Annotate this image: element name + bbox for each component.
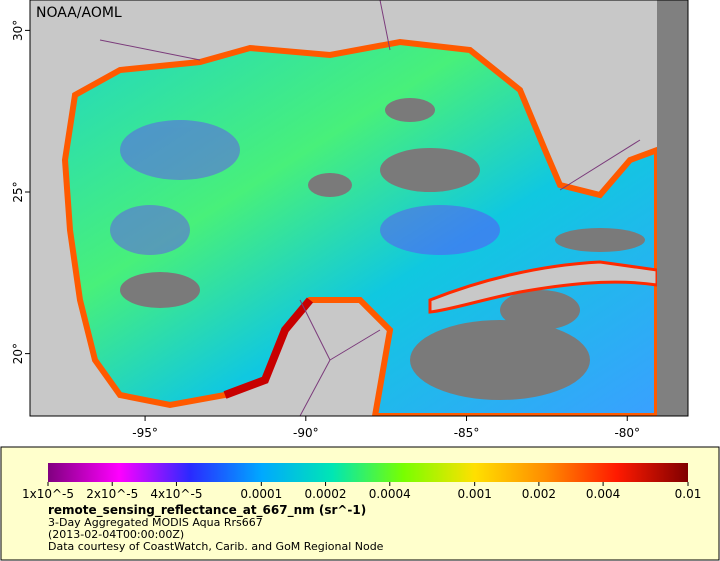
colorbar-title: remote_sensing_reflectance_at_667_nm (sr… <box>48 503 366 518</box>
no-data-strip <box>657 0 688 416</box>
colorbar-tick-label: 2x10^-5 <box>86 487 138 501</box>
y-tick-label: 30° <box>11 20 25 41</box>
credit: NOAA/AOML <box>36 5 122 21</box>
colorbar-tick-label: 0.01 <box>675 487 702 501</box>
y-tick-label: 25° <box>11 181 25 202</box>
colorbar-tick-label: 0.001 <box>457 487 491 501</box>
credit-bg <box>32 2 114 22</box>
no-data-patches <box>120 98 645 400</box>
colorbar-tick-label: 1x10^-5 <box>22 487 74 501</box>
cuba <box>428 260 659 314</box>
x-tick-label: -80° <box>614 426 640 440</box>
map-frame <box>29 0 689 417</box>
legend-lines: 3-Day Aggregated MODIS Aqua Rrs667(2013-… <box>48 516 384 553</box>
noise-patches <box>110 120 500 255</box>
coastal-band <box>223 297 314 399</box>
legend-line: Data courtesy of CoastWatch, Carib. and … <box>48 540 384 553</box>
x-tick-label: -95° <box>132 426 158 440</box>
borders <box>99 0 641 416</box>
colorbar-tick-label: 0.0004 <box>369 487 411 501</box>
colorbar-tick-label: 0.0001 <box>240 487 282 501</box>
y-tick-label: 20° <box>11 343 25 364</box>
map: NOAA/AOML <box>30 0 688 416</box>
x-tick-label: -85° <box>454 426 480 440</box>
colorbar-tick-label: 0.002 <box>522 487 556 501</box>
x-tick-label: -90° <box>293 426 319 440</box>
colorbar-tick-label: 0.004 <box>586 487 620 501</box>
colorbar-tick-label: 0.0002 <box>305 487 347 501</box>
colorbar-tick-label: 4x10^-5 <box>150 487 202 501</box>
legend-line: 3-Day Aggregated MODIS Aqua Rrs667 <box>48 516 263 529</box>
colorbar <box>48 463 688 482</box>
legend-line: (2013-02-04T00:00:00Z) <box>48 528 184 541</box>
